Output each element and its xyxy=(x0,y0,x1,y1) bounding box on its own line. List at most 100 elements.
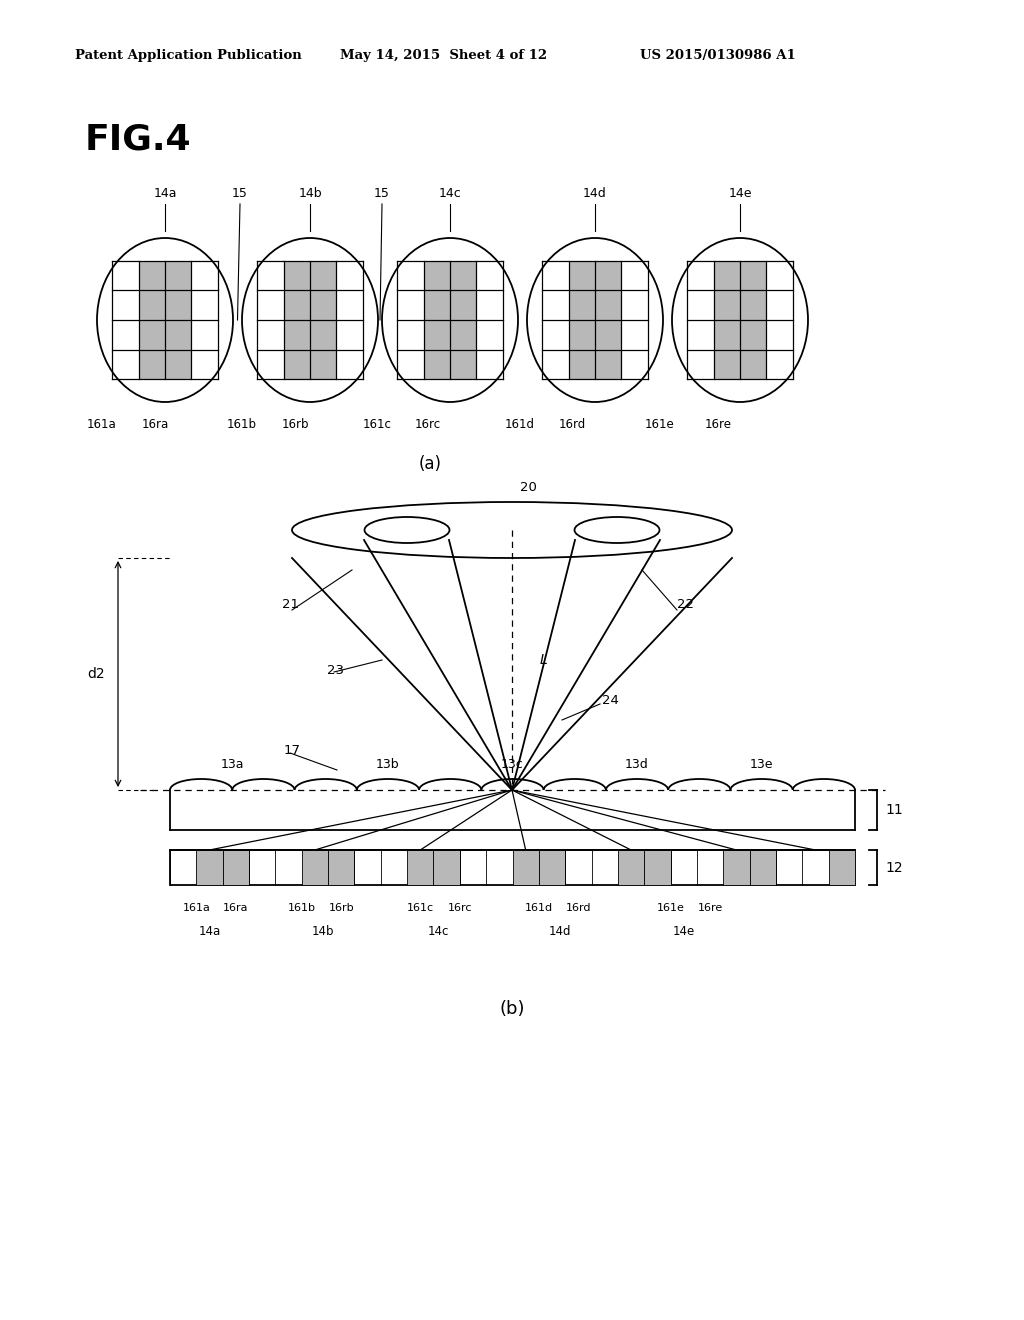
Bar xyxy=(138,260,165,290)
Text: 13c: 13c xyxy=(501,758,524,771)
Bar xyxy=(568,260,595,290)
Text: 161a: 161a xyxy=(87,418,117,432)
Bar xyxy=(568,350,595,379)
Text: 161c: 161c xyxy=(362,418,391,432)
Text: 161e: 161e xyxy=(656,903,684,913)
Text: 13b: 13b xyxy=(376,758,399,771)
Bar xyxy=(740,350,766,379)
Text: 14c: 14c xyxy=(438,187,462,201)
Text: 14b: 14b xyxy=(298,187,322,201)
Text: 13a: 13a xyxy=(220,758,244,771)
Bar xyxy=(302,850,328,884)
Text: 161b: 161b xyxy=(227,418,257,432)
Bar xyxy=(595,290,622,319)
Text: 16rc: 16rc xyxy=(415,418,441,432)
Text: 161d: 161d xyxy=(524,903,553,913)
Bar xyxy=(714,319,740,350)
Bar xyxy=(310,350,336,379)
Bar xyxy=(310,319,336,350)
Text: 14a: 14a xyxy=(199,925,220,939)
Text: 14e: 14e xyxy=(728,187,752,201)
Text: 24: 24 xyxy=(602,693,618,706)
Text: (b): (b) xyxy=(500,1001,524,1018)
Text: 14d: 14d xyxy=(583,187,607,201)
Text: 16rb: 16rb xyxy=(282,418,309,432)
Text: 20: 20 xyxy=(520,480,537,494)
Bar xyxy=(284,260,310,290)
Bar xyxy=(284,290,310,319)
Text: Patent Application Publication: Patent Application Publication xyxy=(75,49,302,62)
Bar xyxy=(617,850,644,884)
Bar xyxy=(740,260,766,290)
Text: 22: 22 xyxy=(677,598,694,611)
Text: 16rd: 16rd xyxy=(558,418,586,432)
Text: d2: d2 xyxy=(87,667,104,681)
Text: 17: 17 xyxy=(284,743,301,756)
Text: 16re: 16re xyxy=(705,418,731,432)
Text: 161c: 161c xyxy=(407,903,434,913)
Bar xyxy=(284,350,310,379)
Bar xyxy=(750,850,776,884)
Bar xyxy=(433,850,460,884)
Bar xyxy=(740,319,766,350)
Text: 14a: 14a xyxy=(154,187,177,201)
Text: 16rc: 16rc xyxy=(447,903,472,913)
Bar xyxy=(450,350,476,379)
Text: 16ra: 16ra xyxy=(223,903,249,913)
Bar xyxy=(165,350,191,379)
Text: 13e: 13e xyxy=(750,758,773,771)
Text: 14b: 14b xyxy=(311,925,334,939)
Bar xyxy=(595,319,622,350)
Text: 161d: 161d xyxy=(505,418,535,432)
Text: 161a: 161a xyxy=(182,903,210,913)
Text: 13d: 13d xyxy=(626,758,649,771)
Bar xyxy=(424,350,450,379)
Bar xyxy=(568,290,595,319)
Bar xyxy=(740,290,766,319)
Text: 161e: 161e xyxy=(645,418,675,432)
Bar xyxy=(714,260,740,290)
Bar xyxy=(714,290,740,319)
Bar xyxy=(595,260,622,290)
Bar xyxy=(450,290,476,319)
Bar xyxy=(138,350,165,379)
Bar xyxy=(424,319,450,350)
Text: 161b: 161b xyxy=(288,903,315,913)
Text: 16rd: 16rd xyxy=(565,903,591,913)
Text: 21: 21 xyxy=(282,598,299,611)
Bar xyxy=(310,290,336,319)
Bar xyxy=(595,350,622,379)
Text: 14d: 14d xyxy=(549,925,571,939)
Bar xyxy=(828,850,855,884)
Text: (a): (a) xyxy=(419,455,441,473)
Bar xyxy=(450,260,476,290)
Text: 14e: 14e xyxy=(673,925,695,939)
Bar xyxy=(165,260,191,290)
Bar xyxy=(424,260,450,290)
Bar xyxy=(644,850,671,884)
Text: 14c: 14c xyxy=(428,925,450,939)
Bar xyxy=(328,850,354,884)
Text: US 2015/0130986 A1: US 2015/0130986 A1 xyxy=(640,49,796,62)
Text: FIG.4: FIG.4 xyxy=(85,123,191,157)
Bar xyxy=(197,850,222,884)
Bar xyxy=(539,850,565,884)
Bar xyxy=(450,319,476,350)
Bar xyxy=(714,350,740,379)
Bar xyxy=(424,290,450,319)
Bar xyxy=(512,850,539,884)
Bar xyxy=(138,319,165,350)
Text: 15: 15 xyxy=(232,187,248,201)
Bar xyxy=(165,319,191,350)
Bar xyxy=(568,319,595,350)
Bar xyxy=(723,850,750,884)
Bar xyxy=(165,290,191,319)
Bar xyxy=(138,290,165,319)
Text: 16ra: 16ra xyxy=(141,418,169,432)
Text: 11: 11 xyxy=(885,803,903,817)
Text: 16re: 16re xyxy=(697,903,723,913)
Text: 23: 23 xyxy=(327,664,344,676)
Bar xyxy=(222,850,249,884)
Text: May 14, 2015  Sheet 4 of 12: May 14, 2015 Sheet 4 of 12 xyxy=(340,49,547,62)
Bar xyxy=(408,850,433,884)
